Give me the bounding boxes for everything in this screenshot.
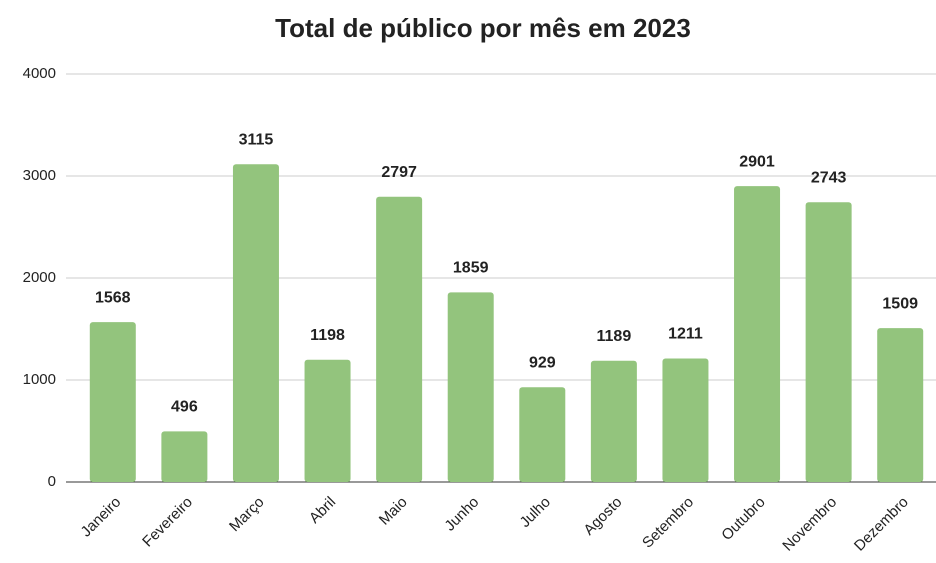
data-label: 1568 [95,289,131,306]
x-tick-label: Janeiro [78,494,125,541]
data-label: 1198 [310,327,345,344]
y-tick-label: 1000 [23,371,56,388]
x-tick-label: Setembro [639,494,697,552]
x-tick-label: Março [226,494,267,535]
y-tick-label: 0 [48,473,56,490]
bar [232,164,279,482]
data-label: 2743 [811,169,847,186]
data-label: 1189 [597,328,632,345]
bar [304,359,351,482]
data-label: 1211 [668,326,703,343]
bar [519,387,566,482]
x-tick-label: Abril [306,494,339,527]
data-label: 2901 [739,153,775,170]
data-label: 929 [529,354,556,371]
data-label: 1859 [453,260,489,277]
bar [447,292,494,482]
bar [376,196,423,482]
bar [590,360,637,482]
data-label: 2797 [381,164,417,181]
data-label: 496 [171,399,198,416]
x-tick-label: Dezembro [851,494,912,555]
bar [161,431,208,482]
x-tick-label: Julho [517,494,554,531]
x-tick-label: Junho [441,494,482,535]
data-label: 3115 [239,131,274,148]
y-tick-label: 3000 [23,167,56,184]
x-tick-label: Novembro [779,494,840,555]
bar [89,322,136,482]
bar [662,358,709,482]
y-tick-label: 4000 [23,65,56,82]
x-tick-label: Agosto [580,494,625,539]
chart-title: Total de público por mês em 2023 [275,13,691,43]
bar [734,186,781,482]
bar [877,328,924,482]
bar [805,202,852,483]
y-tick-label: 2000 [23,269,56,286]
x-tick-label: Maio [376,494,411,529]
x-tick-label: Fevereiro [139,494,196,551]
data-label: 1509 [882,295,918,312]
x-tick-label: Outubro [718,494,768,544]
